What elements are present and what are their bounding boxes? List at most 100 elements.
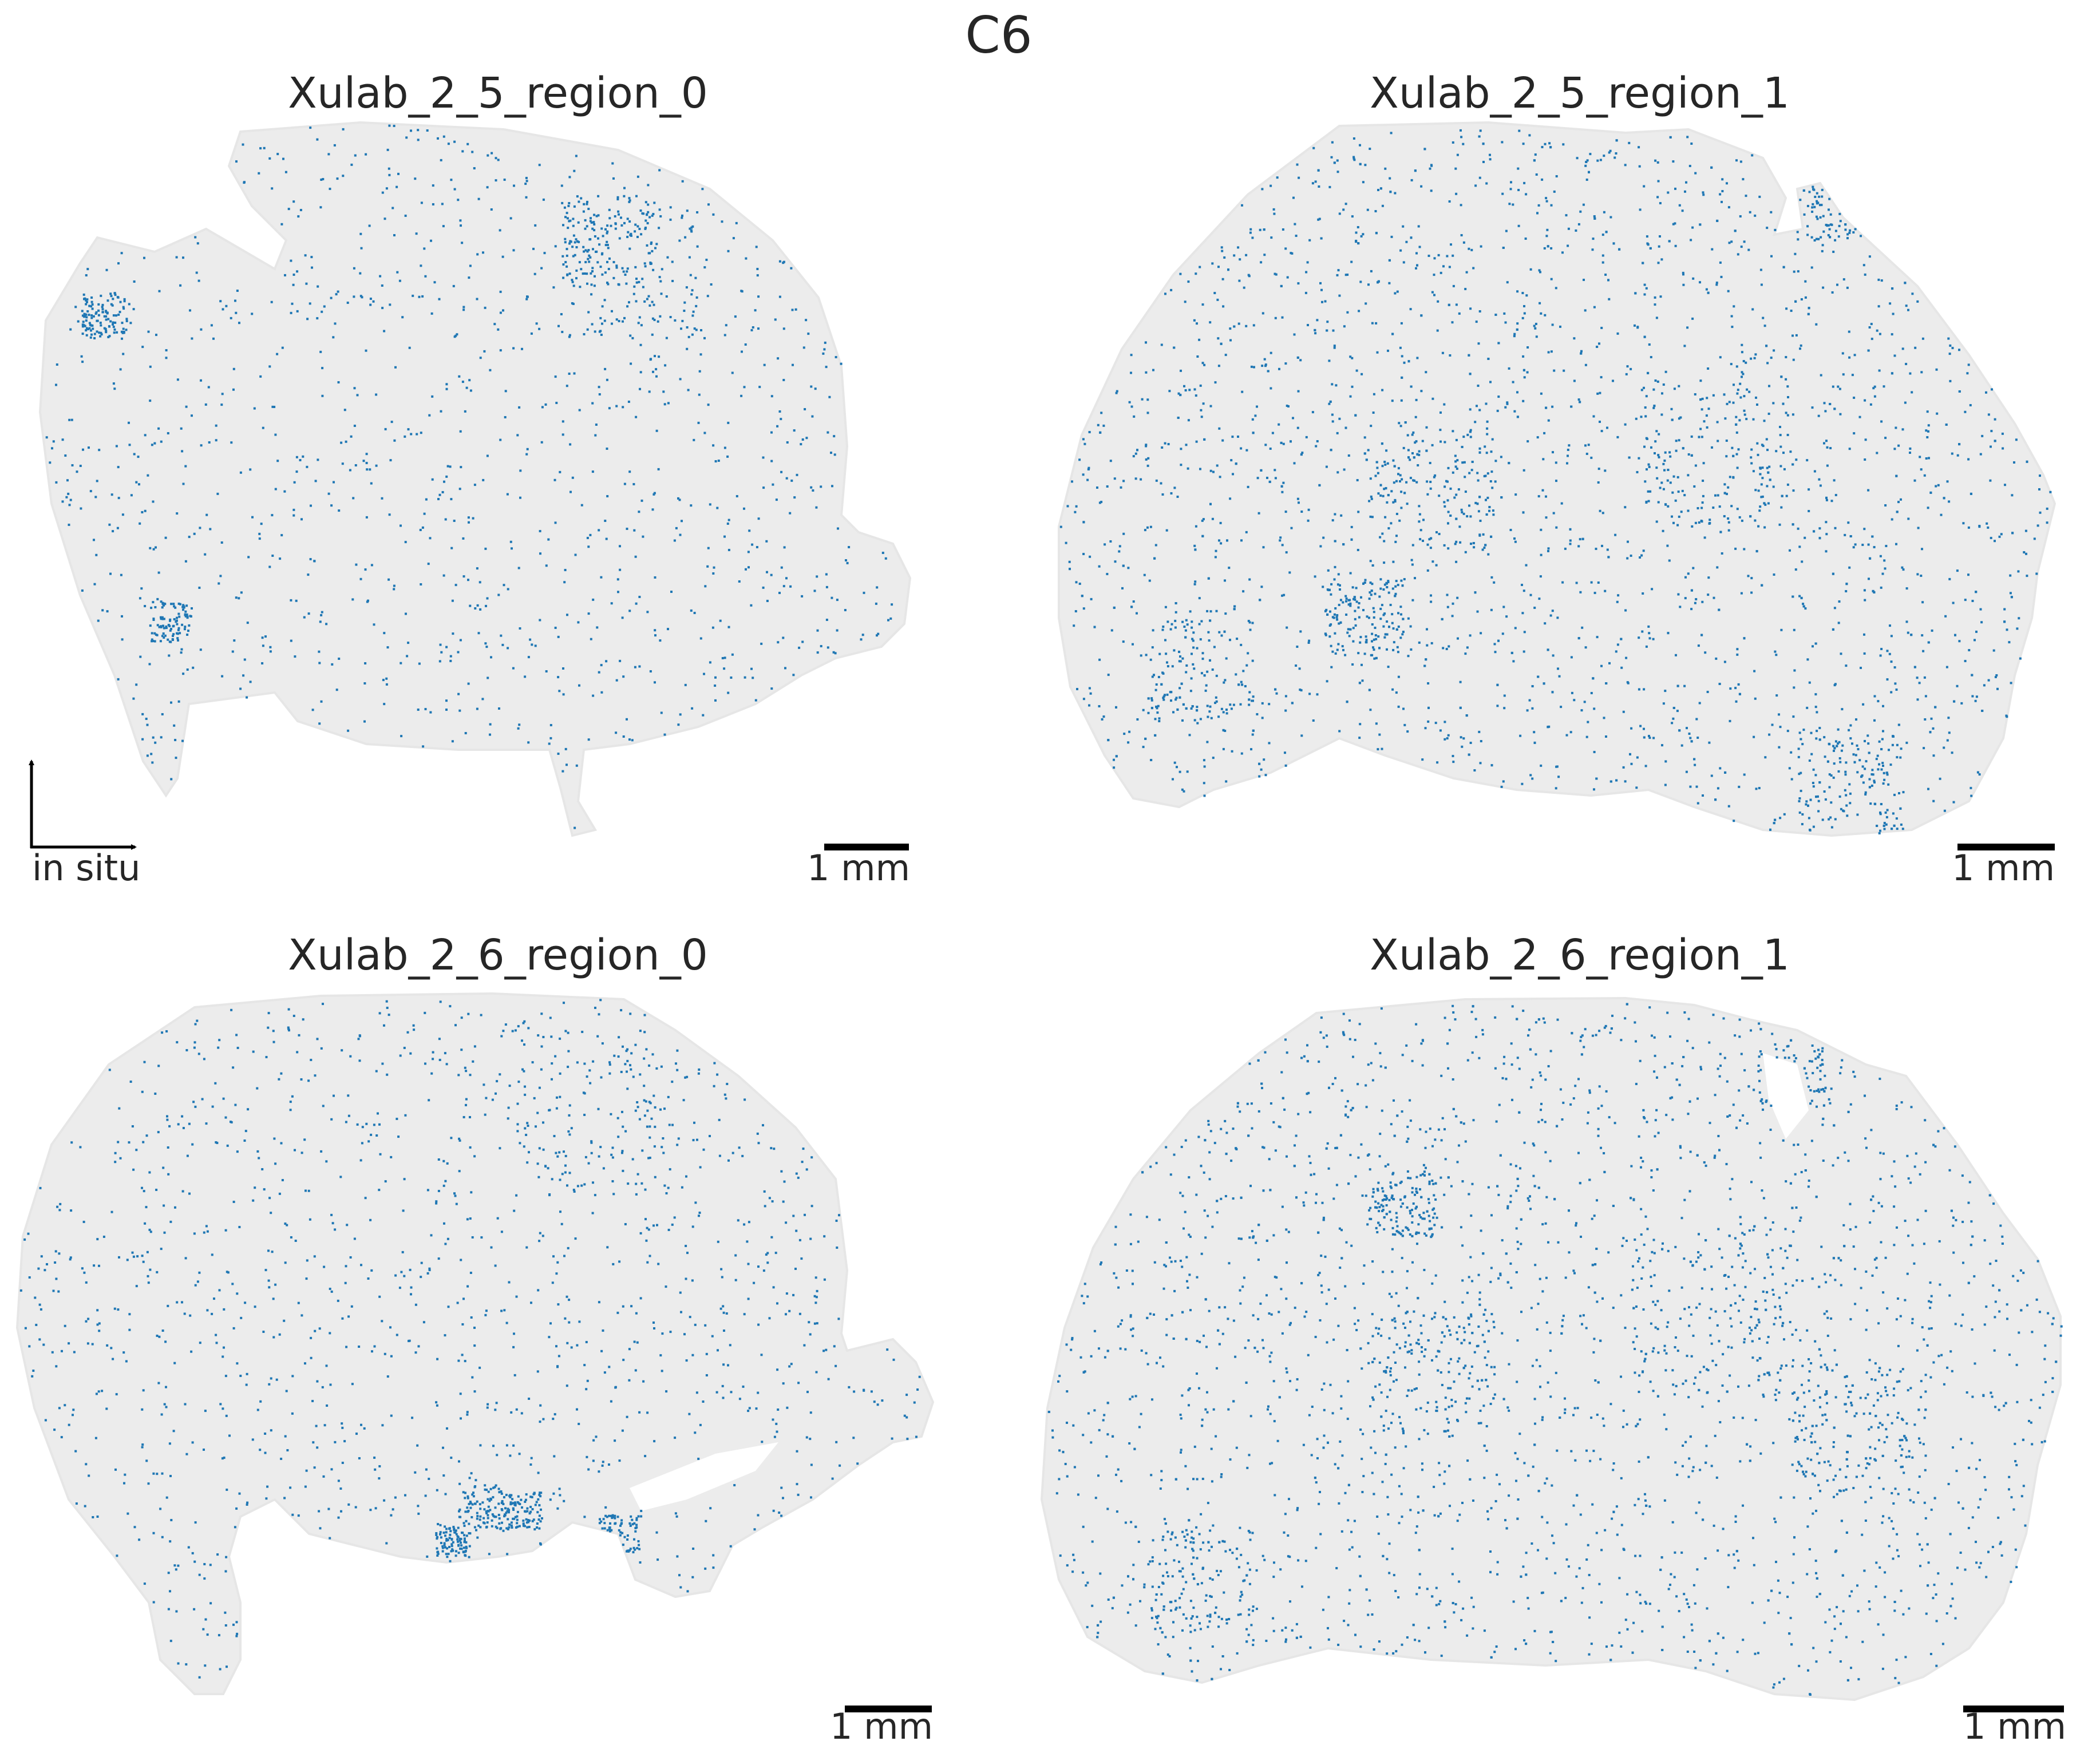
cell-point — [1076, 688, 1078, 690]
cell-point — [1759, 466, 1762, 469]
cell-point — [651, 250, 654, 252]
cell-point — [1185, 664, 1188, 667]
cell-point — [1935, 368, 1938, 371]
cell-point — [1501, 192, 1504, 195]
cell-point — [132, 308, 135, 311]
cell-point — [542, 198, 545, 201]
cell-point — [172, 635, 174, 638]
cell-point — [349, 469, 351, 472]
cell-point — [1729, 719, 1731, 722]
cell-point — [1245, 325, 1248, 327]
cell-point — [1556, 765, 1559, 768]
cell-point — [1298, 667, 1301, 670]
cell-point — [1497, 342, 1500, 345]
cell-point — [1873, 780, 1876, 782]
cell-point — [389, 303, 391, 306]
cell-point — [1896, 743, 1899, 746]
cell-point — [1128, 401, 1131, 403]
cell-point — [274, 433, 277, 436]
cell-point — [1782, 452, 1785, 454]
cell-point — [1426, 543, 1429, 546]
cell-point — [112, 530, 114, 533]
cell-point — [1389, 177, 1391, 180]
cell-point — [631, 739, 634, 742]
cell-point — [73, 1351, 76, 1354]
cell-point — [431, 478, 434, 481]
cell-point — [1745, 418, 1748, 421]
cell-point — [1417, 225, 1420, 228]
cell-point — [1659, 235, 1661, 238]
cell-point — [825, 366, 828, 369]
cell-point — [1565, 734, 1568, 737]
cell-point — [1383, 612, 1386, 615]
cell-point — [1464, 551, 1467, 553]
cell-point — [1328, 635, 1331, 638]
cell-point — [1269, 448, 1272, 450]
cell-point — [1573, 699, 1576, 702]
cell-point — [261, 662, 264, 664]
cell-point — [1230, 459, 1233, 462]
cell-point — [28, 1345, 31, 1348]
cell-point — [238, 322, 240, 325]
cell-point — [1639, 556, 1642, 559]
cell-point — [568, 242, 571, 245]
cell-point — [88, 322, 91, 325]
cell-point — [1281, 544, 1284, 547]
cell-point — [215, 424, 217, 427]
cell-point — [1987, 526, 1990, 529]
cell-point — [1391, 688, 1394, 691]
cell-point — [501, 643, 504, 646]
cell-point — [444, 1052, 446, 1055]
cell-point — [1975, 591, 1978, 593]
cell-point — [1857, 748, 1860, 750]
cell-point — [1358, 682, 1361, 684]
cell-point — [1779, 726, 1782, 729]
cell-point — [671, 280, 674, 282]
cell-point — [1544, 622, 1547, 625]
cell-point — [1630, 762, 1633, 765]
cell-point — [1443, 738, 1446, 741]
cell-point — [599, 266, 602, 268]
cell-point — [1338, 622, 1340, 625]
cell-point — [1331, 650, 1334, 653]
cell-point — [691, 707, 694, 710]
cell-point — [1541, 178, 1544, 181]
cell-point — [563, 581, 566, 584]
cell-point — [1395, 580, 1398, 583]
cell-point — [587, 738, 590, 741]
cell-point — [1315, 445, 1318, 448]
cell-point — [873, 1400, 876, 1403]
cell-point — [1409, 458, 1411, 461]
cell-point — [1820, 374, 1822, 377]
cell-point — [1855, 718, 1857, 721]
cell-point — [469, 264, 472, 267]
cell-point — [1779, 426, 1781, 428]
cell-point — [1130, 405, 1133, 408]
cell-point — [1567, 244, 1569, 247]
cell-point — [1576, 157, 1579, 160]
cell-point — [1580, 352, 1583, 355]
cell-point — [152, 640, 155, 642]
cell-point — [624, 274, 627, 276]
cell-point — [445, 475, 448, 478]
cell-point — [1818, 738, 1821, 741]
cell-point — [549, 724, 552, 726]
cell-point — [644, 1188, 647, 1191]
cell-point — [1925, 429, 1928, 432]
cell-point — [1152, 629, 1154, 632]
cell-point — [499, 349, 502, 352]
cell-point — [1826, 464, 1829, 467]
cell-point — [1490, 470, 1493, 473]
cell-point — [156, 598, 159, 600]
cell-point — [1486, 427, 1489, 430]
cell-point — [325, 623, 328, 626]
cell-point — [1371, 640, 1373, 643]
cell-point — [1370, 593, 1373, 596]
cell-point — [635, 278, 638, 280]
cell-point — [1664, 451, 1667, 454]
cell-point — [1695, 598, 1698, 600]
cell-point — [1789, 549, 1791, 552]
cell-point — [1132, 455, 1135, 458]
cell-point — [307, 1079, 310, 1082]
cell-point — [691, 333, 694, 336]
